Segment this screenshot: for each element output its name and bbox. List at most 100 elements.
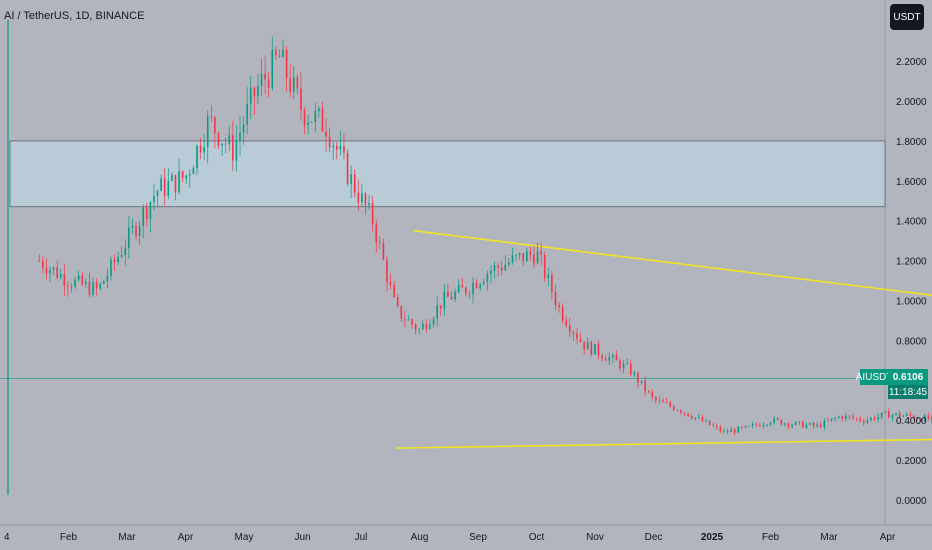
candle-body: [56, 267, 58, 278]
candle-body: [805, 424, 808, 428]
candle-body: [235, 140, 238, 161]
candle-body: [185, 175, 188, 179]
currency-button[interactable]: USDT: [890, 4, 924, 30]
candle-body: [622, 363, 625, 369]
candle-body: [819, 424, 822, 428]
candle-body: [443, 291, 446, 309]
candle-body: [264, 74, 266, 80]
candle-body: [468, 293, 471, 294]
candle-body: [375, 224, 378, 243]
candle-body: [712, 425, 715, 426]
candle-body: [816, 424, 818, 426]
candle-body: [70, 286, 73, 288]
candle-body: [196, 145, 198, 169]
candle-body: [368, 203, 370, 206]
candle-body: [52, 267, 55, 270]
candle-body: [852, 416, 854, 419]
candle-body: [260, 74, 263, 86]
candle-body: [827, 420, 829, 422]
candle-body: [906, 414, 908, 416]
candle-body: [895, 413, 897, 415]
y-tick-label: 2.2000: [896, 57, 927, 68]
candle-body: [647, 391, 650, 392]
candle-body: [203, 147, 205, 153]
candle-body: [239, 132, 241, 141]
candle-body: [798, 421, 801, 423]
candle-body: [77, 275, 80, 280]
candle-body: [920, 418, 922, 422]
candle-body: [189, 173, 191, 176]
candle-body: [42, 260, 44, 268]
candle-body: [145, 207, 148, 219]
candle-body: [637, 372, 639, 383]
candle-body: [547, 274, 550, 278]
candle-body: [389, 282, 392, 285]
candle-body: [927, 415, 930, 420]
price-tag: AIUSDT 0.6106 11:18:45: [856, 369, 928, 399]
candle-body: [486, 273, 489, 283]
candle-body: [590, 342, 593, 355]
candle-body: [418, 329, 421, 331]
candle-body: [246, 103, 248, 125]
candle-body: [285, 49, 288, 79]
candle-body: [909, 414, 912, 416]
candle-body: [518, 253, 521, 256]
x-tick-label: Mar: [820, 532, 838, 543]
candle-body: [95, 282, 98, 289]
y-tick-label: 1.4000: [896, 217, 927, 228]
candle-body: [153, 195, 155, 203]
candle-body: [206, 116, 209, 148]
candle-body: [138, 225, 141, 236]
candle-body: [249, 87, 252, 104]
candle-body: [687, 413, 689, 417]
candle-body: [364, 193, 367, 206]
candle-body: [536, 251, 539, 264]
candle-body: [217, 132, 220, 146]
candle-body: [655, 397, 657, 401]
candle-body: [558, 304, 560, 308]
x-tick-label: Sep: [469, 532, 487, 543]
candle-body: [748, 425, 750, 427]
candle-body: [156, 190, 159, 196]
yellow-lower-trendline: [396, 438, 932, 449]
candle-body: [529, 251, 532, 255]
candle-body: [113, 259, 116, 262]
candle-body: [561, 307, 564, 321]
x-tick-label: Feb: [60, 532, 78, 543]
candle-body: [569, 325, 571, 332]
candle-body: [404, 318, 406, 321]
candle-body: [192, 168, 195, 174]
candle-body: [479, 284, 481, 288]
x-tick-label: Apr: [178, 532, 194, 543]
candle-body: [63, 274, 66, 286]
candle-body: [228, 135, 231, 145]
candle-body: [425, 323, 428, 329]
candle-body: [834, 418, 836, 419]
candle-body: [751, 424, 754, 426]
candle-body: [884, 411, 887, 413]
candle-body: [823, 420, 826, 428]
candle-body: [594, 344, 596, 355]
candle-body: [88, 281, 91, 295]
candle-body: [135, 225, 137, 236]
candle-body: [665, 402, 668, 403]
candle-body: [701, 417, 704, 422]
x-tick-label: 2025: [701, 532, 724, 543]
last-price: 0.6106: [888, 369, 928, 385]
candle-body: [382, 243, 385, 260]
candle-body: [407, 319, 410, 321]
x-tick-label: Jun: [294, 532, 310, 543]
candle-body: [142, 207, 145, 226]
candle-body: [49, 269, 51, 274]
candle-body: [282, 49, 284, 57]
candle-body: [292, 77, 295, 92]
candle-body: [117, 256, 119, 262]
candle-body: [784, 423, 786, 425]
candle-body: [500, 267, 503, 271]
candle-body: [651, 391, 654, 398]
candle-body: [371, 203, 374, 225]
candle-body: [321, 108, 324, 132]
candle-body: [629, 363, 632, 375]
